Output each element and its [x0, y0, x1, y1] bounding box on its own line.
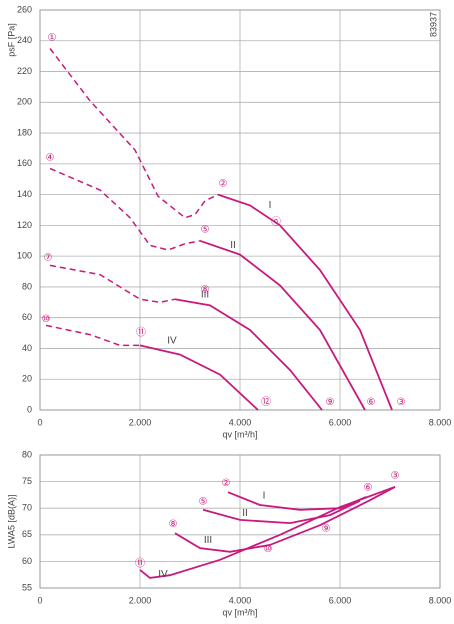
- point-label: ②: [222, 478, 231, 489]
- curve-label: I: [263, 491, 266, 502]
- curve-label: IV: [167, 335, 177, 346]
- curve-dashed: [49, 264, 176, 304]
- x-tick-label: 4.000: [229, 417, 252, 427]
- x-tick-label: 4.000: [229, 595, 252, 605]
- point-label: ③: [391, 470, 400, 481]
- curve-label: III: [201, 289, 209, 300]
- y-tick-label: 40: [22, 343, 32, 353]
- x-tick-label: 8.000: [429, 417, 452, 427]
- y-tick-label: 160: [17, 158, 32, 168]
- y-tick-label: 55: [22, 582, 32, 592]
- curve-solid: [217, 193, 393, 411]
- x-tick-label: 0: [37, 417, 42, 427]
- curve-label: IV: [158, 569, 168, 580]
- y-tick-label: 260: [17, 4, 32, 14]
- y-tick-label: 200: [17, 97, 32, 107]
- plot-frame: [39, 9, 441, 411]
- curve-dashed: [49, 48, 219, 219]
- point-label: ⑤: [199, 496, 208, 507]
- curve-dashed: [45, 324, 140, 347]
- x-tick-label: 2.000: [129, 417, 152, 427]
- curve-solid: [199, 239, 366, 411]
- curve-label: II: [230, 240, 236, 251]
- point-label: ⑥: [364, 483, 373, 494]
- plot-frame: [39, 454, 441, 589]
- x-axis-label: qv [m³/h]: [222, 607, 257, 617]
- y-tick-label: 240: [17, 35, 32, 45]
- y-tick-label: 60: [22, 312, 32, 322]
- curve-label: II: [242, 508, 248, 519]
- point-label: ⑨: [326, 397, 335, 408]
- point-label: ⑦: [44, 252, 53, 263]
- x-tick-label: 6.000: [329, 595, 352, 605]
- y-axis-label: psF [Pa]: [6, 23, 16, 57]
- point-label: ②: [219, 178, 228, 189]
- point-label: ⑫: [261, 396, 271, 408]
- point-label: ⑥: [367, 397, 376, 408]
- y-tick-label: 65: [22, 529, 32, 539]
- x-tick-label: 2.000: [129, 595, 152, 605]
- y-tick-label: 70: [22, 503, 32, 513]
- point-label: ⑧: [201, 285, 210, 296]
- point-label: ⑩: [264, 544, 273, 555]
- x-tick-label: 8.000: [429, 595, 452, 605]
- y-axis-label: LWA5 [dB(A)]: [6, 494, 16, 548]
- point-label: ⑤: [201, 225, 210, 236]
- y-tick-label: 100: [17, 251, 32, 261]
- y-tick-label: 60: [22, 556, 32, 566]
- x-tick-label: 6.000: [329, 417, 352, 427]
- note: 83937: [428, 12, 438, 37]
- y-tick-label: 80: [22, 281, 32, 291]
- point-label: ③: [397, 397, 406, 408]
- curve-solid: [174, 298, 323, 411]
- y-tick-label: 0: [27, 404, 32, 414]
- curve-dashed: [49, 167, 201, 251]
- point-label: ⓝ: [271, 216, 281, 228]
- curve-solid: [139, 344, 259, 411]
- point-label: ⑨: [322, 524, 331, 535]
- point-label: ⑩: [42, 314, 51, 325]
- point-label: ④: [46, 152, 55, 163]
- point-label: ⑧: [169, 519, 178, 530]
- curve-solid: [202, 499, 361, 525]
- y-tick-label: 80: [22, 449, 32, 459]
- y-tick-label: 180: [17, 127, 32, 137]
- x-tick-label: 0: [37, 595, 42, 605]
- x-axis-label: qv [m³/h]: [222, 429, 257, 439]
- curve-solid: [174, 486, 396, 553]
- y-tick-label: 140: [17, 189, 32, 199]
- y-tick-label: 75: [22, 476, 32, 486]
- curve-label: I: [269, 200, 272, 211]
- y-tick-label: 120: [17, 220, 32, 230]
- y-tick-label: 20: [22, 374, 32, 384]
- point-label: ①: [48, 32, 57, 43]
- curve-solid: [139, 486, 396, 579]
- point-label: ⑪: [135, 558, 145, 570]
- y-tick-label: 220: [17, 66, 32, 76]
- point-label: ⑪: [136, 327, 146, 339]
- curve-label: III: [204, 535, 212, 546]
